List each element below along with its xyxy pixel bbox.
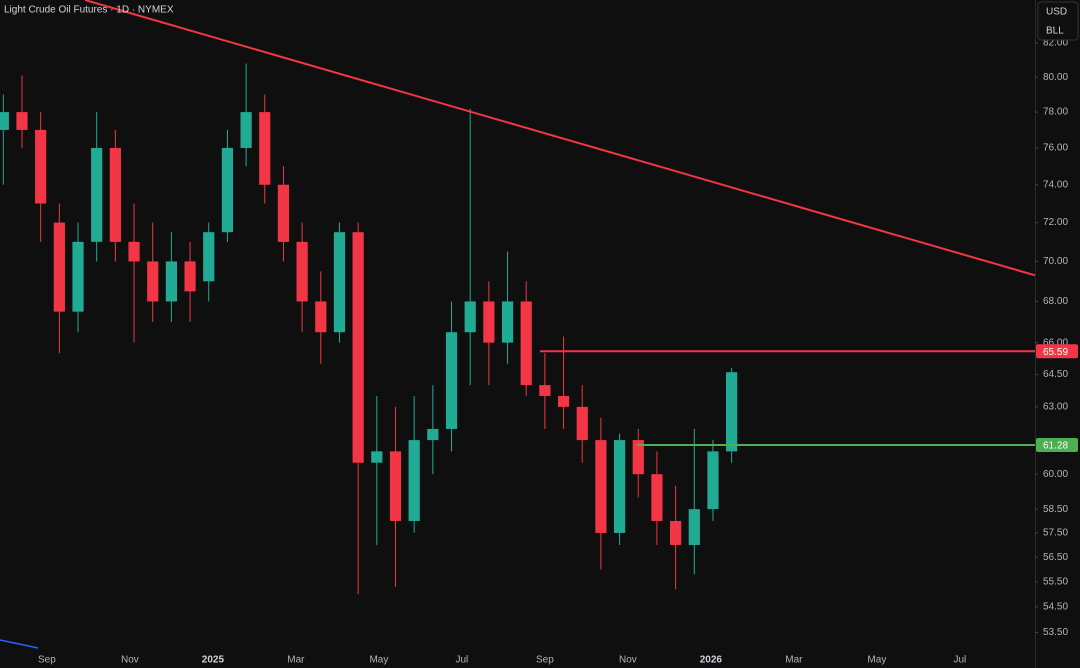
candle-body bbox=[613, 440, 626, 533]
candle-body bbox=[128, 241, 140, 262]
candle-body bbox=[35, 129, 47, 204]
chart-title: Light Crude Oil Futures · 1D · NYMEX bbox=[4, 5, 174, 16]
x-tick-label: Nov bbox=[121, 655, 139, 666]
x-tick-label: May bbox=[867, 655, 886, 666]
y-tick-label: 53.50 bbox=[1043, 627, 1068, 638]
candle-body bbox=[632, 440, 644, 475]
y-tick-label: 63.00 bbox=[1043, 401, 1068, 412]
candle-body bbox=[427, 428, 439, 441]
candle-body bbox=[184, 261, 196, 292]
candle-body bbox=[72, 241, 84, 312]
candle-body bbox=[408, 440, 420, 521]
currency-button[interactable]: USD bbox=[1046, 7, 1067, 18]
candle-body bbox=[147, 261, 159, 302]
x-tick-label: Mar bbox=[287, 655, 305, 666]
candle-body bbox=[539, 385, 551, 396]
candle-body bbox=[221, 147, 234, 233]
y-tick-label: 76.00 bbox=[1043, 143, 1068, 154]
candle-body bbox=[707, 451, 719, 510]
y-tick-label: 58.50 bbox=[1043, 504, 1068, 515]
unit-button[interactable]: BLL bbox=[1046, 26, 1064, 37]
candle-body bbox=[165, 261, 177, 302]
candle-body bbox=[445, 332, 458, 429]
candle-body bbox=[333, 232, 346, 333]
x-tick-label: Jul bbox=[455, 655, 468, 666]
candle-body bbox=[576, 406, 588, 441]
x-tick-label: Mar bbox=[785, 655, 803, 666]
y-tick-label: 70.00 bbox=[1043, 256, 1068, 267]
candle-body bbox=[203, 232, 215, 282]
y-tick-label: 74.00 bbox=[1043, 179, 1068, 190]
candle-body bbox=[389, 451, 402, 521]
candle-body bbox=[315, 301, 327, 333]
y-tick-label: 54.50 bbox=[1043, 602, 1068, 613]
candle-body bbox=[16, 112, 28, 130]
x-tick-label: Nov bbox=[619, 655, 637, 666]
y-tick-label: 60.00 bbox=[1043, 469, 1068, 480]
candle-body bbox=[277, 184, 290, 242]
toolbar-box bbox=[1037, 1, 1079, 41]
candle-body bbox=[296, 241, 308, 302]
candle-body bbox=[53, 222, 65, 312]
drawing-line bbox=[0, 639, 39, 649]
candle-body bbox=[483, 301, 495, 343]
candle-body bbox=[595, 440, 607, 533]
y-tick-label: 57.50 bbox=[1043, 528, 1068, 539]
y-tick-label: 82.00 bbox=[1043, 38, 1068, 49]
candle-body bbox=[91, 147, 103, 242]
x-tick-label: 2025 bbox=[202, 655, 225, 666]
y-tick-label: 80.00 bbox=[1043, 72, 1068, 83]
y-tick-label: 72.00 bbox=[1043, 217, 1068, 228]
y-tick-label: 78.00 bbox=[1043, 107, 1068, 118]
x-tick-label: 2026 bbox=[700, 655, 723, 666]
plot: SepNov2025MarMayJulSepNov2026MarMayJulSe bbox=[0, 0, 1036, 666]
candle-body bbox=[371, 451, 383, 463]
candle-body bbox=[501, 301, 514, 343]
candle-body bbox=[352, 232, 364, 463]
axes: 82.00 80.00 78.00 76.00 74.00 72.00 70.00 68.00… bbox=[1035, 38, 1078, 638]
candle-body bbox=[109, 147, 121, 242]
candle-body bbox=[520, 301, 532, 386]
y-tick-label: 64.50 bbox=[1043, 369, 1068, 380]
candle-body bbox=[464, 301, 476, 333]
x-tick-label: May bbox=[369, 655, 388, 666]
candle-body bbox=[557, 395, 570, 407]
x-tick-label: Jul bbox=[953, 655, 966, 666]
level-label-box bbox=[1036, 438, 1078, 453]
level-label-box bbox=[1036, 344, 1078, 359]
x-tick-label: Sep bbox=[38, 655, 56, 666]
candle-body bbox=[259, 112, 271, 185]
y-tick-label: 55.50 bbox=[1043, 576, 1068, 587]
candle-body bbox=[240, 112, 252, 148]
candle-body bbox=[726, 372, 738, 452]
x-tick-label: Sep bbox=[536, 655, 554, 666]
y-tick-label: 68.00 bbox=[1043, 296, 1068, 307]
trend-line bbox=[84, 0, 1036, 277]
level-label: 61.28 bbox=[1043, 441, 1068, 452]
y-tick-label: 56.50 bbox=[1043, 552, 1068, 563]
candle-body bbox=[688, 509, 700, 545]
candle-body bbox=[0, 112, 9, 130]
candle-body bbox=[670, 520, 682, 545]
y-tick-label: 66.00 bbox=[1043, 337, 1068, 348]
level-label: 65.59 bbox=[1043, 347, 1068, 358]
candle-body bbox=[651, 474, 663, 521]
